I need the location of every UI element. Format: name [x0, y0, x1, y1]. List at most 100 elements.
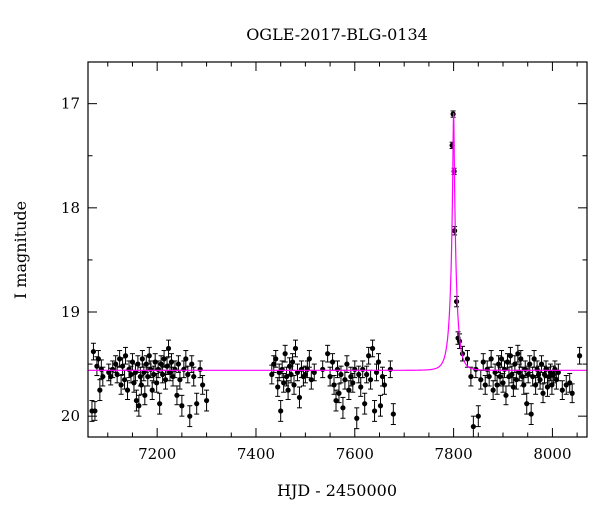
- data-point: [151, 371, 157, 378]
- data-point: [92, 408, 98, 414]
- data-point: [503, 392, 509, 398]
- data-point: [275, 384, 281, 390]
- data-point: [155, 366, 161, 372]
- y-tick-label: 17: [61, 95, 80, 113]
- data-point: [172, 366, 178, 372]
- data-point: [121, 377, 128, 383]
- data-point: [390, 411, 396, 417]
- data-point: [175, 361, 182, 367]
- x-tick-label: 7400: [237, 445, 275, 463]
- data-point: [494, 382, 500, 388]
- data-point: [146, 353, 152, 359]
- data-point: [480, 359, 486, 365]
- data-point: [118, 382, 124, 388]
- data-point: [189, 361, 195, 367]
- data-point: [344, 361, 350, 367]
- data-point: [576, 353, 583, 359]
- data-point: [183, 356, 189, 362]
- axis-ticks: [88, 62, 587, 437]
- data-point: [142, 392, 148, 398]
- data-point: [114, 371, 120, 378]
- data-point: [325, 351, 331, 357]
- data-point: [366, 353, 372, 359]
- data-point: [387, 366, 393, 372]
- data-point: [110, 366, 116, 372]
- data-point: [512, 361, 518, 367]
- data-point: [191, 373, 197, 380]
- plot-frame: [87, 61, 588, 438]
- data-point: [278, 408, 284, 414]
- data-point: [154, 380, 160, 386]
- data-point: [531, 356, 537, 362]
- data-point: [524, 401, 530, 407]
- data-point: [269, 371, 275, 378]
- data-point: [95, 356, 101, 362]
- data-point: [482, 382, 488, 388]
- data-point: [122, 353, 129, 359]
- data-point: [356, 371, 362, 378]
- data-point: [288, 371, 294, 378]
- data-point: [160, 371, 166, 378]
- data-point: [148, 366, 154, 372]
- data-point: [538, 361, 545, 367]
- data-point: [139, 356, 145, 362]
- data-point: [492, 369, 498, 376]
- y-axis-label: I magnitude: [11, 201, 30, 299]
- x-tick-label: 7200: [138, 445, 176, 463]
- data-point: [157, 401, 163, 407]
- data-point: [308, 377, 314, 383]
- data-point: [567, 380, 573, 386]
- x-tick-label: 8000: [533, 445, 571, 463]
- data-point: [521, 382, 527, 388]
- data-point: [329, 359, 336, 365]
- data-point: [342, 377, 348, 383]
- data-point: [510, 384, 516, 390]
- data-point: [334, 366, 341, 372]
- data-point: [289, 359, 296, 365]
- axis-tick-labels: 7200 7400 7600 7800 8000 17 18 19 20: [61, 95, 572, 463]
- data-point: [549, 382, 555, 388]
- data-point: [555, 369, 561, 376]
- data-point: [97, 387, 103, 393]
- data-point: [375, 359, 382, 365]
- x-tick-label: 7800: [435, 445, 473, 463]
- data-point: [348, 373, 354, 380]
- data-point: [200, 382, 206, 388]
- data-point: [498, 356, 505, 362]
- data-point: [464, 356, 471, 362]
- data-point: [352, 366, 358, 372]
- data-point: [90, 348, 97, 355]
- data-point: [336, 390, 342, 396]
- data-point: [507, 353, 514, 359]
- data-point: [488, 356, 494, 362]
- data-point: [113, 361, 119, 367]
- data-point: [306, 356, 312, 362]
- y-tick-label: 20: [61, 407, 80, 425]
- data-point: [500, 380, 506, 386]
- data-point: [358, 384, 364, 390]
- data-point: [128, 371, 134, 378]
- data-point: [371, 408, 378, 414]
- data-point: [478, 377, 484, 383]
- data-point: [149, 387, 155, 393]
- data-point: [377, 403, 384, 409]
- data-point: [346, 387, 352, 393]
- data-point: [331, 382, 337, 388]
- data-point: [513, 377, 519, 383]
- data-point: [165, 345, 172, 352]
- data-point: [486, 373, 492, 380]
- data-point: [279, 366, 285, 372]
- data-point: [360, 366, 366, 372]
- data-point: [296, 394, 303, 401]
- data-point: [100, 373, 106, 380]
- data-point: [179, 403, 185, 409]
- data-point: [143, 361, 149, 367]
- data-point: [490, 387, 496, 393]
- data-point: [362, 401, 368, 407]
- data-point: [285, 387, 291, 393]
- data-point: [522, 366, 528, 372]
- data-point: [518, 356, 524, 362]
- data-point: [468, 373, 474, 380]
- data-point: [292, 345, 299, 352]
